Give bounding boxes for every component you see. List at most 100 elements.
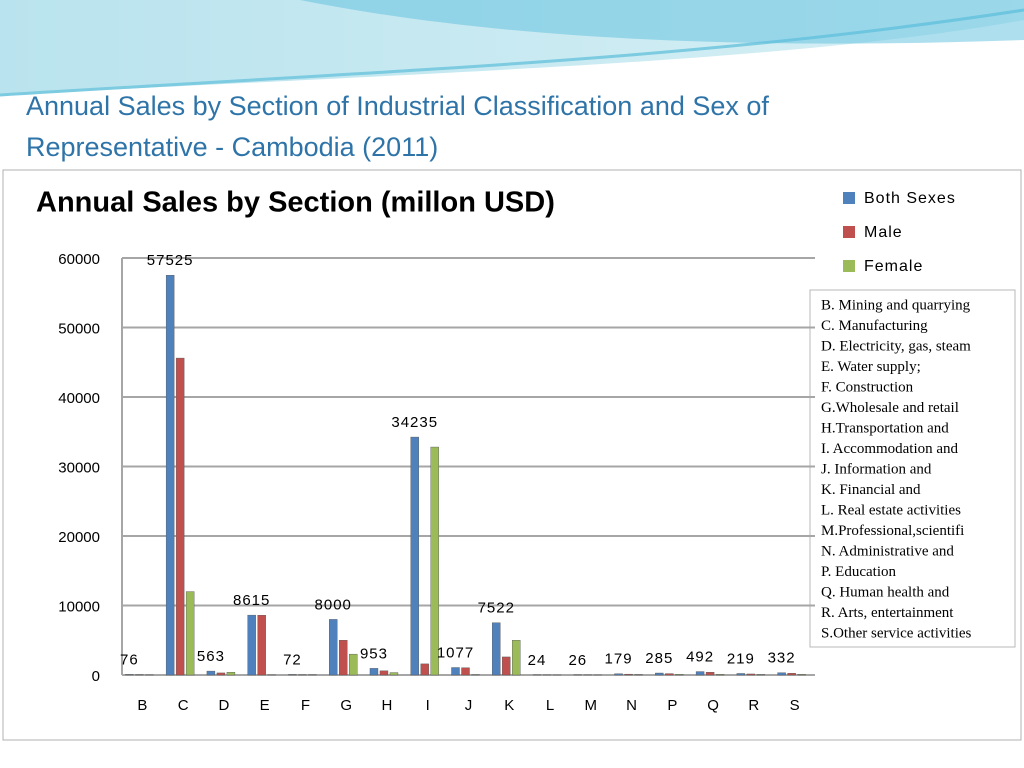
data-label: 332: [768, 650, 796, 667]
x-tick-label: D: [218, 697, 229, 714]
data-label: 219: [727, 650, 755, 667]
data-label: 563: [197, 648, 225, 665]
bar: [247, 614, 256, 676]
bar: [492, 622, 501, 676]
bar: [339, 640, 348, 676]
bar: [715, 674, 725, 676]
bar: [125, 674, 134, 676]
note-line: D. Electricity, gas, steam: [821, 338, 971, 354]
bar: [512, 640, 521, 676]
note-line: C. Manufacturing: [821, 318, 928, 334]
data-label: 57525: [147, 252, 194, 269]
bar: [349, 653, 358, 676]
note-line: J. Information and: [821, 461, 932, 477]
y-tick-label: 10000: [58, 598, 100, 615]
data-label: 1077: [437, 644, 474, 661]
x-tick-label: G: [340, 697, 352, 714]
bar: [614, 673, 623, 676]
x-tick-label: C: [178, 697, 189, 714]
bar: [665, 673, 674, 676]
data-label: 285: [645, 650, 673, 667]
data-label: 24: [528, 652, 547, 669]
bar: [430, 446, 439, 676]
note-line: N. Administrative and: [821, 543, 954, 559]
bar: [451, 667, 460, 676]
x-tick-label: B: [137, 697, 147, 714]
x-tick-label: F: [301, 697, 310, 714]
bar: [787, 673, 796, 676]
x-tick-label: E: [260, 697, 270, 714]
x-tick-label: S: [790, 697, 800, 714]
data-label: 8615: [233, 592, 270, 609]
bar: [226, 672, 236, 676]
y-tick-label: 0: [92, 668, 100, 685]
data-label: 7522: [478, 600, 515, 617]
legend-label: Both Sexes: [864, 190, 956, 207]
bar: [185, 591, 195, 676]
bar: [216, 672, 226, 676]
bar: [797, 674, 806, 676]
y-tick-label: 20000: [58, 529, 100, 546]
bar: [695, 671, 705, 676]
legend-label: Male: [864, 224, 903, 241]
bar: [410, 436, 419, 676]
data-label: 26: [568, 652, 587, 669]
bar: [655, 672, 664, 676]
x-tick-label: R: [748, 697, 759, 714]
note-line: F. Construction: [821, 379, 914, 395]
x-tick-label: M: [585, 697, 598, 714]
note-line: S.Other service activities: [821, 625, 972, 641]
bar: [736, 673, 746, 676]
note-line: K. Financial and: [821, 482, 921, 498]
bar: [329, 619, 338, 676]
note-line: M.Professional,scientifi: [821, 523, 964, 539]
y-tick-label: 40000: [58, 390, 100, 407]
legend-swatch: [843, 260, 855, 272]
decor-wave: [300, 0, 1024, 44]
x-tick-label: I: [426, 697, 430, 714]
data-label: 179: [605, 651, 633, 668]
bar: [379, 670, 389, 676]
bar: [369, 668, 379, 676]
note-line: I. Accommodation and: [821, 441, 959, 457]
bar: [288, 674, 297, 676]
legend-swatch: [843, 192, 855, 204]
bar: [389, 672, 399, 676]
x-tick-label: Q: [707, 697, 719, 714]
bar: [461, 667, 470, 676]
note-line: P. Education: [821, 564, 896, 580]
bar: [675, 674, 684, 676]
bar: [206, 670, 216, 676]
data-label: 76: [120, 651, 139, 668]
note-line: E. Water supply;: [821, 359, 921, 375]
data-label: 34235: [391, 414, 438, 431]
bar: [777, 672, 786, 676]
y-tick-label: 30000: [58, 459, 100, 476]
data-label: 492: [686, 649, 714, 666]
x-tick-label: J: [465, 697, 473, 714]
note-line: R. Arts, entertainment: [821, 605, 954, 621]
x-tick-label: H: [382, 697, 393, 714]
data-label: 72: [283, 651, 302, 668]
x-tick-label: K: [504, 697, 514, 714]
legend-label: Female: [864, 258, 923, 275]
data-label: 8000: [315, 596, 352, 613]
note-line: G.Wholesale and retail: [821, 400, 959, 416]
x-tick-label: L: [546, 697, 554, 714]
bar: [746, 673, 756, 676]
bar: [705, 672, 715, 676]
note-line: L. Real estate activities: [821, 502, 961, 518]
note-line: H.Transportation and: [821, 420, 949, 436]
note-line: Q. Human health and: [821, 584, 950, 600]
x-tick-label: N: [626, 697, 637, 714]
note-line: B. Mining and quarrying: [821, 297, 971, 313]
bar: [175, 357, 185, 676]
chart-title: Annual Sales by Section (millon USD): [36, 187, 555, 219]
bar: [257, 615, 266, 676]
bar: [420, 663, 429, 676]
legend-swatch: [843, 226, 855, 238]
y-tick-label: 60000: [58, 251, 100, 268]
bar: [502, 656, 511, 676]
slide-title: Annual Sales by Section of Industrial Cl…: [26, 91, 769, 162]
